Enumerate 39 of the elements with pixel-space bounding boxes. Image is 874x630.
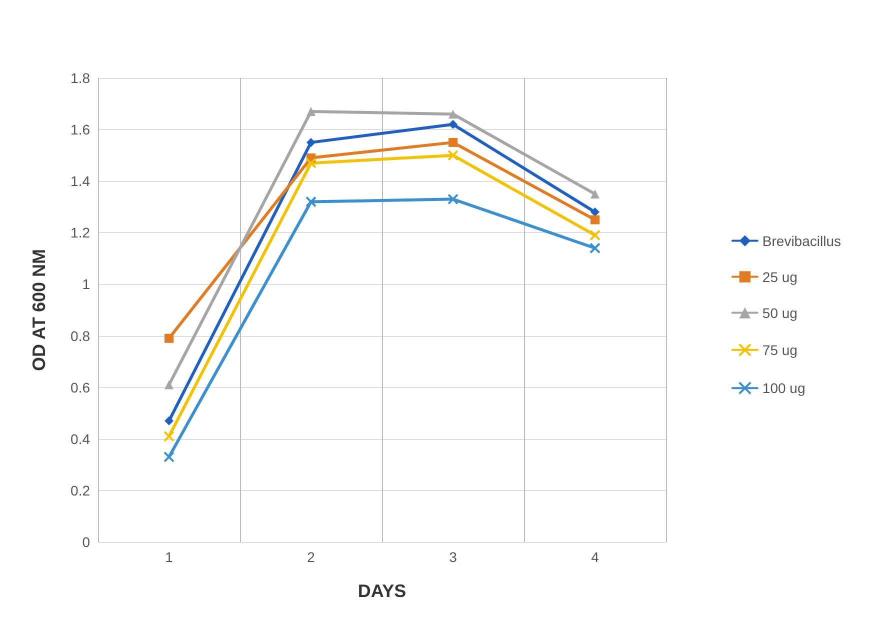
y-tick-label: 1.6 (70, 122, 90, 138)
legend-label: 50 ug (762, 304, 798, 321)
point (448, 138, 458, 147)
y-tick-label: 0.8 (70, 328, 90, 344)
x-tick-label: 4 (591, 549, 600, 565)
x-axis-title: DAYS (358, 581, 406, 601)
point (164, 451, 174, 462)
point (590, 215, 600, 224)
point (448, 194, 458, 205)
point (164, 416, 174, 426)
legend-label: 100 ug (762, 380, 806, 396)
point (590, 242, 600, 254)
y-tick-label: 1.4 (70, 173, 90, 190)
y-tick-label: 1 (82, 276, 90, 292)
legend-label: Brevibacillus (762, 232, 842, 249)
point (448, 120, 458, 129)
point (306, 196, 316, 208)
point (306, 138, 316, 147)
y-tick-label: 1.2 (70, 224, 90, 241)
point (590, 230, 600, 241)
y-tick-label: 0.2 (70, 482, 90, 498)
point (590, 190, 600, 198)
point (448, 110, 458, 119)
x-tick-label: 3 (449, 549, 458, 565)
x-tick-label: 1 (165, 549, 174, 565)
point (164, 334, 174, 343)
point (164, 430, 174, 442)
point (306, 158, 316, 169)
x-tick-label: 2 (307, 549, 316, 565)
y-tick-label: 0.4 (70, 430, 90, 447)
legend-label: 75 ug (762, 342, 798, 358)
point (164, 380, 174, 390)
y-tick-label: 1.8 (70, 70, 90, 86)
y-tick-label: 0.6 (70, 379, 90, 396)
point (448, 150, 458, 161)
y-axis-title: OD AT 600 NM (29, 248, 49, 372)
y-tick-label: 0 (82, 534, 90, 550)
legend-label: 25 ug (762, 268, 798, 285)
point (306, 107, 316, 116)
